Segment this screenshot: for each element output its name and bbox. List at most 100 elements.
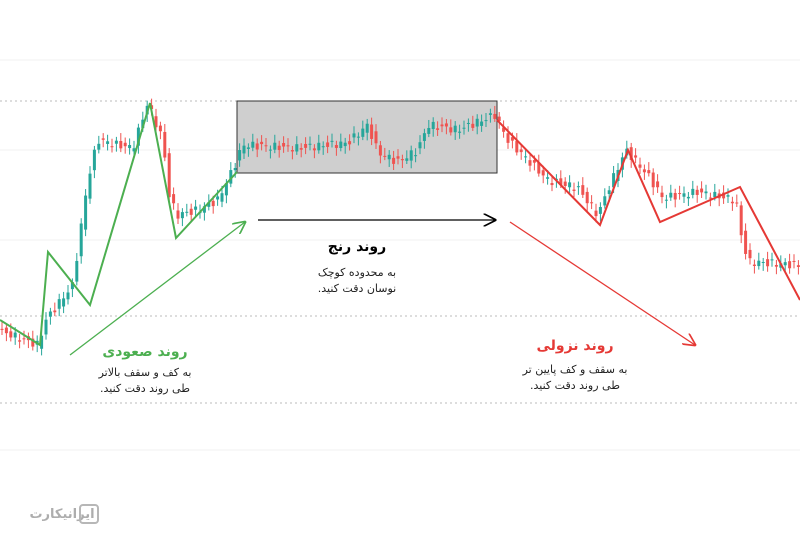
candle-body bbox=[506, 133, 510, 143]
candle-body bbox=[361, 128, 365, 137]
candle-body bbox=[185, 211, 189, 213]
uptrend-text: طی روند دقت کنید. bbox=[100, 382, 190, 395]
uptrend-text: به کف و سقف بالاتر bbox=[98, 366, 192, 379]
candle-body bbox=[92, 149, 96, 171]
candle-body bbox=[9, 331, 13, 338]
candle-body bbox=[598, 207, 602, 214]
candle-body bbox=[475, 118, 479, 127]
watermark-brand: ایرانیکارت bbox=[29, 507, 94, 522]
candle-body bbox=[75, 260, 79, 282]
candle-body bbox=[607, 190, 611, 194]
candle-body bbox=[282, 143, 286, 147]
candle-body bbox=[603, 196, 607, 206]
candle-body bbox=[387, 154, 391, 160]
candle-body bbox=[207, 202, 211, 207]
candle-body bbox=[493, 113, 497, 119]
candle-body bbox=[418, 142, 422, 149]
candle-body bbox=[686, 196, 690, 199]
candle-body bbox=[66, 292, 70, 300]
candle-body bbox=[123, 142, 127, 147]
range-text: به محدوده کوچک bbox=[318, 266, 396, 279]
candle-body bbox=[528, 160, 532, 166]
range-box bbox=[236, 100, 498, 174]
candle-body bbox=[559, 178, 563, 185]
candle-body bbox=[44, 319, 48, 335]
candle-body bbox=[792, 260, 796, 262]
candle-body bbox=[638, 164, 642, 168]
candle-body bbox=[348, 141, 352, 145]
candle-body bbox=[136, 127, 140, 146]
downtrend-text: طی روند دقت کنید. bbox=[530, 379, 620, 392]
candle-body bbox=[488, 113, 492, 115]
candle-body bbox=[48, 311, 52, 317]
candle-body bbox=[202, 206, 206, 213]
candle-body bbox=[752, 264, 756, 266]
downtrend-title: روند نزولی bbox=[536, 338, 613, 354]
candle-body bbox=[409, 150, 413, 161]
candle-body bbox=[462, 127, 466, 129]
candle-body bbox=[440, 124, 444, 127]
candle-body bbox=[541, 170, 545, 176]
candle-body bbox=[757, 260, 761, 267]
candle-body bbox=[546, 177, 550, 179]
candle-body bbox=[255, 143, 259, 150]
candle-body bbox=[691, 188, 695, 195]
candle-body bbox=[594, 210, 598, 217]
watermark-icon bbox=[79, 504, 99, 524]
candle-body bbox=[167, 153, 171, 198]
candle-body bbox=[405, 158, 409, 161]
candle-body bbox=[97, 143, 101, 150]
candle-body bbox=[53, 310, 57, 313]
candle-body bbox=[0, 328, 4, 330]
candle-body bbox=[246, 147, 250, 149]
candle-body bbox=[273, 142, 277, 150]
candle-body bbox=[299, 148, 303, 150]
candle-body bbox=[480, 121, 484, 126]
candle-body bbox=[572, 189, 576, 191]
candle-body bbox=[700, 188, 704, 193]
candle-body bbox=[132, 148, 136, 152]
candle-body bbox=[176, 210, 180, 219]
candle-body bbox=[158, 125, 162, 132]
candle-body bbox=[211, 200, 215, 207]
candle-body bbox=[392, 157, 396, 164]
candle-body bbox=[312, 148, 316, 151]
candle-body bbox=[321, 146, 325, 148]
candle-body bbox=[713, 191, 717, 198]
candle-body bbox=[471, 123, 475, 128]
candle-body bbox=[532, 160, 536, 163]
candle-body bbox=[365, 123, 369, 133]
candle-body bbox=[453, 125, 457, 133]
candle-body bbox=[519, 149, 523, 153]
candle-body bbox=[647, 170, 651, 174]
downtrend-text: به سقف و کف پایین تر bbox=[522, 363, 628, 376]
candle-body bbox=[128, 145, 132, 149]
candle-body bbox=[326, 142, 330, 147]
candle-body bbox=[524, 156, 528, 158]
candle-body bbox=[264, 145, 268, 147]
candle-body bbox=[484, 120, 488, 122]
candle-body bbox=[563, 181, 567, 186]
candle-body bbox=[260, 141, 264, 145]
downtrend-arrow bbox=[509, 221, 695, 345]
range-text: نوسان دقت کنید. bbox=[318, 282, 397, 295]
candle-body bbox=[726, 195, 730, 197]
candle-body bbox=[330, 140, 334, 142]
candle-body bbox=[396, 156, 400, 159]
candle-body bbox=[550, 183, 554, 186]
candle-body bbox=[497, 116, 501, 121]
candle-body bbox=[304, 143, 308, 148]
candle-body bbox=[730, 201, 734, 204]
candle-body bbox=[57, 299, 61, 309]
candle-body bbox=[770, 259, 774, 261]
candle-body bbox=[277, 145, 281, 151]
candle-body bbox=[233, 167, 237, 171]
candle-body bbox=[216, 196, 220, 200]
candle-body bbox=[642, 169, 646, 173]
candle-body bbox=[356, 136, 360, 138]
candle-body bbox=[290, 150, 294, 152]
candle-body bbox=[502, 127, 506, 132]
candle-body bbox=[13, 332, 17, 338]
candle-body bbox=[378, 145, 382, 156]
